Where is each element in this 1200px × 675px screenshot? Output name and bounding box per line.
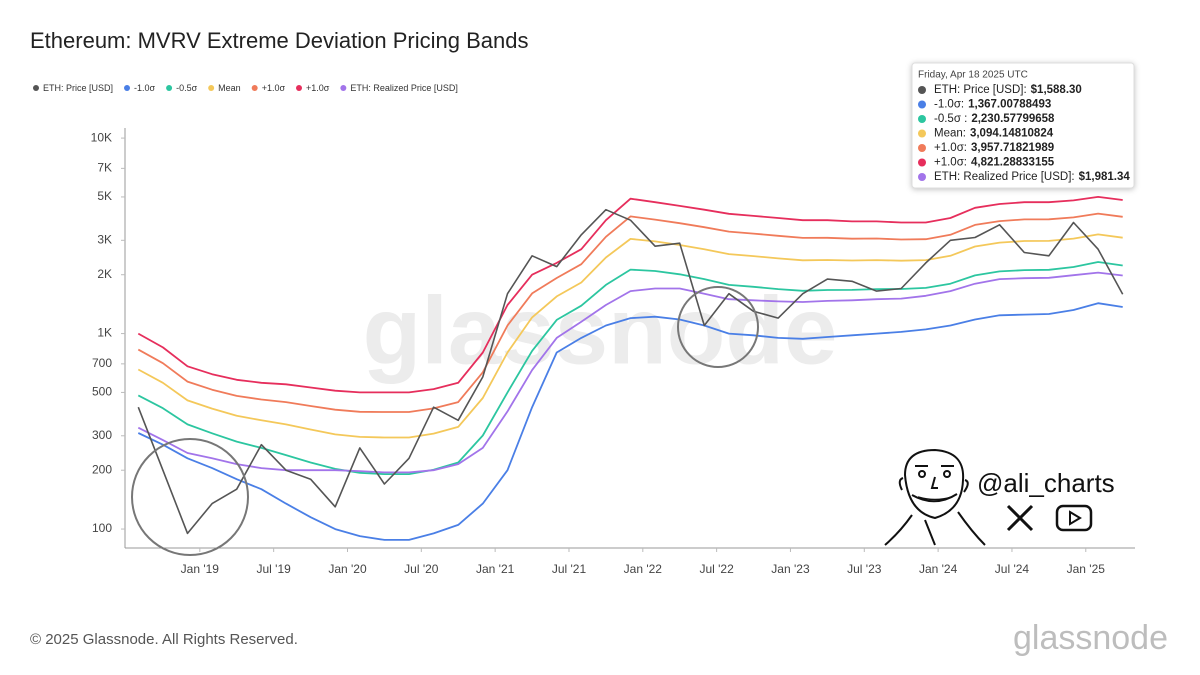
tooltip-marker [918,158,926,167]
tooltip-row: +1.0σ: 4,821.28833155 [934,157,1055,169]
tooltip-value: 1,367.00788493 [968,99,1051,111]
avatar [884,448,986,546]
legend-marker [251,85,258,91]
legend-label: +1.0σ [262,83,286,93]
series-lines [137,196,1124,541]
tooltip-value: 3,957.71821989 [971,142,1054,154]
series-line [137,302,1123,541]
legend-marker [166,85,173,91]
tooltip-title: Friday, Apr 18 2025 UTC [918,70,1028,81]
legend-marker [296,85,303,91]
legend-label: -1.0σ [134,83,156,93]
tooltip-label: +1.0σ: [934,157,967,169]
series-line [137,261,1123,475]
series-line [137,212,1123,413]
x-tick-label: Jan '23 [771,562,810,576]
x-tick-label: Jul '23 [847,562,882,576]
tooltip-label: Mean: [934,128,966,140]
tooltip-row: ETH: Price [USD]: $1,588.30 [934,84,1082,96]
y-tick-label: 7K [97,161,112,175]
x-tick-label: Jul '19 [257,562,292,576]
series-line [137,271,1123,474]
legend-label: -0.5σ [176,83,198,93]
tooltip-row: +1.0σ: 3,957.71821989 [934,142,1054,154]
y-tick-label: 300 [92,428,112,442]
tooltip: Friday, Apr 18 2025 UTC ETH: Price [USD]… [911,62,1135,189]
highlight-circle [677,286,759,368]
x-tick-label: Jul '20 [404,562,439,576]
x-tick-label: Jan '22 [624,562,663,576]
logo: glassnode [1013,619,1168,657]
legend-label: +1.0σ [306,83,330,93]
x-icon [1006,504,1034,532]
legend-marker [208,85,215,91]
tooltip-marker [918,86,926,94]
tooltip-value: 3,094.14810824 [970,128,1054,140]
tooltip-label: +1.0σ: [934,142,967,154]
author-badge: @ali_charts [884,448,1115,546]
tooltip-row: -1.0σ: 1,367.00788493 [934,99,1051,111]
y-tick-label: 500 [92,385,112,399]
x-tick-label: Jan '20 [328,562,367,576]
watermark: glassnode [363,277,838,384]
plot-area: 100 200 300 500 700 1K 2K 3K 5K 7K 10K Jan '19 Jul '… [91,128,1135,576]
y-tick-label: 10K [91,130,112,144]
legend-marker [340,85,347,91]
tooltip-row: -0.5σ : 2,230.57799658 [934,113,1055,125]
x-tick-label: Jul '21 [552,562,587,576]
tooltip-value: $1,588.30 [1031,84,1082,96]
y-tick-label: 700 [92,356,112,370]
youtube-icon [1055,504,1093,532]
footer: © 2025 Glassnode. All Rights Reserved. [30,631,298,648]
highlight-circle [131,438,249,556]
tooltip-marker [918,173,926,181]
youtube-play [1069,510,1082,526]
series-line [137,233,1123,439]
legend-label: ETH: Price [USD] [43,83,113,93]
tooltip-value: 4,821.28833155 [971,157,1055,169]
tooltip-value: $1,981.34 [1079,171,1131,183]
tooltip-marker [918,144,926,152]
tooltip-box [911,62,1135,189]
x-tick-label: Jan '19 [181,562,220,576]
tooltip-marker [918,129,926,138]
x-tick-label: Jul '22 [699,562,734,576]
tooltip-value: 2,230.57799658 [971,113,1055,125]
y-tick-label: 100 [92,521,112,535]
tooltip-label: ETH: Realized Price [USD]: [934,171,1075,183]
y-tick-label: 1K [97,326,112,340]
series-line [137,208,1124,535]
x-tick-label: Jan '25 [1067,562,1106,576]
tooltip-label: -0.5σ : [934,113,967,125]
tooltip-marker [918,115,926,123]
y-tick-label: 200 [92,462,112,476]
tooltip-row: ETH: Realized Price [USD]: $1,981.34 [934,171,1130,183]
legend-label: Mean [218,83,241,93]
legend-marker [124,85,131,91]
tooltip-row: Mean: 3,094.14810824 [934,128,1054,140]
x-tick-label: Jan '21 [476,562,515,576]
y-tick-label: 3K [97,232,112,246]
author-handle: @ali_charts [977,468,1115,498]
y-tick-label: 2K [97,267,112,281]
legend: ETH: Price [USD] -1.0σ -0.5σ Mean +1.0σ +1.0σ… [33,83,458,93]
x-tick-label: Jan '24 [919,562,958,576]
legend-marker [33,85,39,91]
series-line [137,196,1123,394]
tooltip-label: -1.0σ: [934,99,964,111]
x-tick-label: Jul '24 [995,562,1030,576]
y-tick-label: 5K [97,189,112,203]
chart-title: Ethereum: MVRV Extreme Deviation Pricing… [30,28,528,53]
tooltip-label: ETH: Price [USD]: [934,84,1027,96]
legend-label: ETH: Realized Price [USD] [350,83,458,93]
tooltip-marker [918,100,926,109]
